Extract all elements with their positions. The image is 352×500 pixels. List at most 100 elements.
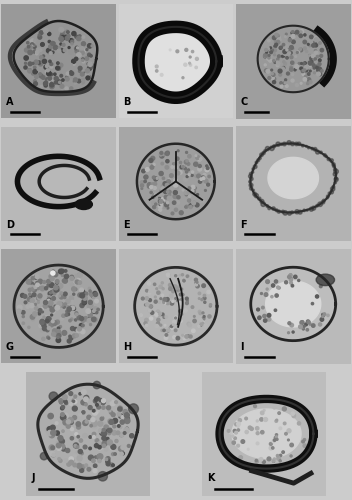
Circle shape	[175, 298, 176, 300]
Circle shape	[267, 58, 269, 60]
Circle shape	[175, 185, 178, 188]
Circle shape	[200, 178, 202, 180]
Circle shape	[90, 65, 93, 68]
Circle shape	[39, 31, 43, 34]
Circle shape	[259, 157, 261, 160]
Circle shape	[95, 456, 97, 458]
Circle shape	[175, 288, 177, 290]
Circle shape	[151, 184, 152, 186]
Circle shape	[69, 336, 73, 340]
Circle shape	[184, 63, 187, 66]
Circle shape	[60, 37, 64, 41]
Circle shape	[302, 328, 304, 330]
Circle shape	[201, 198, 205, 202]
Circle shape	[152, 201, 156, 205]
Circle shape	[311, 148, 314, 150]
Circle shape	[311, 54, 315, 58]
Circle shape	[276, 40, 280, 44]
Circle shape	[288, 52, 290, 54]
Circle shape	[67, 310, 70, 312]
Circle shape	[27, 298, 31, 302]
Circle shape	[62, 418, 65, 421]
Circle shape	[58, 295, 60, 297]
Circle shape	[32, 288, 37, 292]
Circle shape	[277, 210, 281, 213]
Circle shape	[170, 326, 173, 330]
Circle shape	[98, 472, 107, 481]
Circle shape	[34, 74, 38, 78]
Circle shape	[287, 72, 289, 75]
Circle shape	[316, 150, 320, 154]
Circle shape	[181, 298, 183, 300]
Polygon shape	[220, 399, 313, 468]
Circle shape	[88, 313, 92, 317]
Circle shape	[253, 165, 257, 168]
Circle shape	[301, 70, 304, 72]
Circle shape	[40, 56, 43, 59]
Circle shape	[185, 187, 187, 189]
Circle shape	[198, 292, 201, 294]
Circle shape	[140, 180, 144, 184]
Circle shape	[65, 314, 68, 316]
Circle shape	[17, 309, 21, 313]
Circle shape	[264, 64, 266, 66]
Circle shape	[161, 330, 163, 332]
Circle shape	[76, 452, 79, 455]
Circle shape	[36, 283, 39, 286]
Circle shape	[309, 63, 311, 66]
Circle shape	[189, 204, 192, 207]
Circle shape	[282, 210, 284, 213]
Circle shape	[48, 51, 52, 54]
Circle shape	[97, 308, 99, 310]
Circle shape	[116, 431, 120, 434]
Circle shape	[106, 456, 110, 461]
Circle shape	[49, 432, 55, 438]
Circle shape	[159, 312, 162, 315]
Circle shape	[274, 45, 277, 48]
Circle shape	[290, 56, 293, 58]
Circle shape	[40, 286, 45, 291]
Circle shape	[190, 190, 193, 193]
Circle shape	[188, 154, 191, 158]
Circle shape	[166, 190, 169, 193]
Circle shape	[31, 276, 34, 280]
Circle shape	[165, 316, 168, 318]
Circle shape	[175, 317, 177, 319]
Circle shape	[173, 285, 176, 288]
Circle shape	[119, 414, 123, 418]
Circle shape	[25, 62, 26, 64]
Circle shape	[187, 188, 189, 191]
Circle shape	[295, 64, 298, 68]
Circle shape	[86, 75, 90, 80]
Circle shape	[195, 66, 197, 68]
Circle shape	[302, 73, 304, 76]
Circle shape	[114, 452, 117, 456]
Circle shape	[49, 305, 52, 308]
Circle shape	[40, 86, 42, 87]
Circle shape	[43, 304, 47, 308]
Circle shape	[102, 436, 106, 440]
Circle shape	[121, 446, 125, 450]
Polygon shape	[14, 265, 103, 347]
Circle shape	[276, 438, 278, 440]
Circle shape	[54, 81, 57, 84]
Circle shape	[37, 296, 40, 300]
Circle shape	[144, 180, 146, 182]
Circle shape	[30, 298, 34, 303]
Circle shape	[269, 59, 272, 62]
Circle shape	[202, 177, 205, 180]
Circle shape	[98, 421, 103, 426]
Circle shape	[297, 50, 300, 53]
Circle shape	[164, 203, 169, 207]
Circle shape	[78, 450, 82, 454]
Circle shape	[158, 193, 162, 196]
Circle shape	[49, 300, 53, 305]
Circle shape	[21, 310, 25, 314]
Circle shape	[152, 196, 154, 198]
Circle shape	[92, 321, 96, 326]
Circle shape	[179, 274, 181, 276]
Circle shape	[91, 418, 95, 422]
Circle shape	[207, 290, 210, 294]
Ellipse shape	[316, 274, 334, 285]
Circle shape	[185, 334, 188, 338]
